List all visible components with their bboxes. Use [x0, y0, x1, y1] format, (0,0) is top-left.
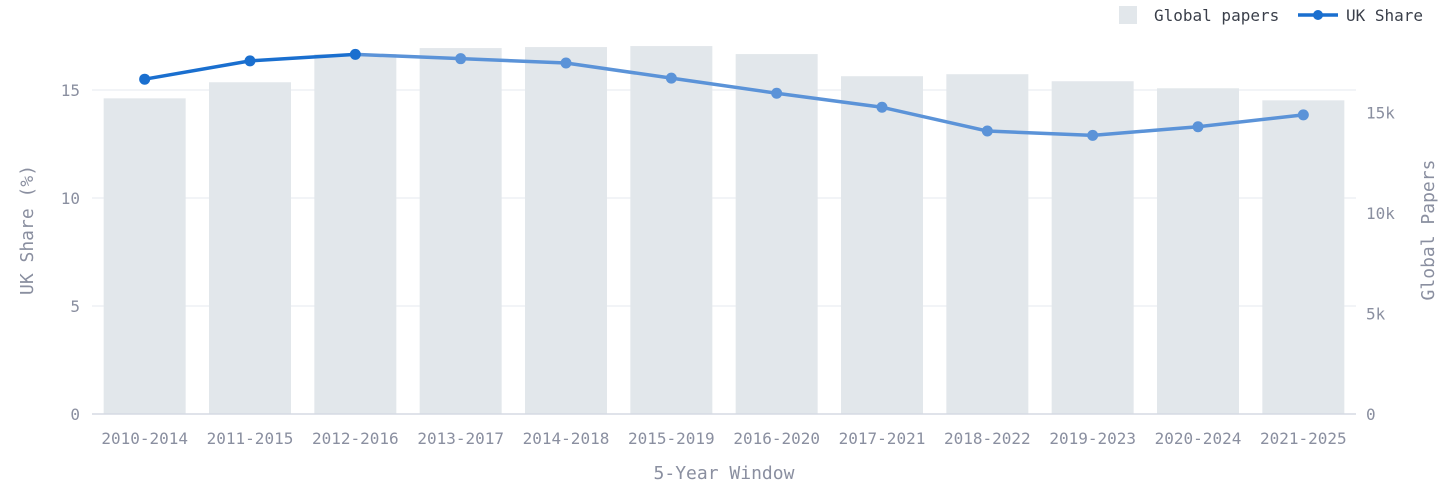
- line-segment: [985, 129, 1095, 138]
- line-point: [665, 72, 677, 84]
- line-segment: [1196, 113, 1306, 129]
- x-tick-label: 2011-2015: [207, 429, 294, 448]
- legend-swatch-global-papers: [1119, 6, 1137, 24]
- y2-tick-label: 15k: [1366, 103, 1395, 122]
- x-tick-label: 2018-2022: [944, 429, 1031, 448]
- line-segment: [669, 76, 779, 95]
- legend-label-uk-share: UK Share: [1346, 6, 1423, 25]
- bar: [1157, 88, 1239, 414]
- bar: [103, 98, 186, 415]
- x-tick-label: 2021-2025: [1260, 429, 1347, 448]
- y-axis-title: UK Share (%): [17, 165, 38, 295]
- line-segment: [1090, 124, 1200, 138]
- gridlines: [92, 89, 1356, 307]
- x-tick-label: 2017-2021: [839, 429, 926, 448]
- y2-axis-title: Global Papers: [1418, 160, 1439, 301]
- line-segment: [248, 52, 358, 63]
- line-point: [455, 53, 467, 65]
- line-point: [560, 57, 572, 69]
- legend: Global papers UK Share: [1119, 6, 1423, 25]
- y-tick-label: 0: [70, 405, 80, 424]
- line-point: [981, 125, 993, 137]
- bar: [209, 82, 291, 414]
- bar: [419, 48, 502, 414]
- line-segment: [458, 56, 568, 65]
- y-tick-label: 15: [61, 81, 80, 100]
- line-point: [771, 87, 783, 99]
- legend-label-global-papers: Global papers: [1154, 6, 1279, 25]
- x-tick-label: 2013-2017: [417, 429, 504, 448]
- line-segment: [142, 59, 252, 81]
- line-point: [1297, 109, 1309, 121]
- line-segment: [564, 61, 674, 80]
- x-tick-label: 2020-2024: [1155, 429, 1242, 448]
- line-series-uk-share: [139, 48, 1309, 141]
- line-point: [244, 55, 256, 67]
- x-tick-label: 2010-2014: [101, 429, 188, 448]
- line-point: [876, 101, 888, 113]
- bar: [314, 54, 397, 415]
- line-point: [139, 73, 151, 85]
- y2-tick-label: 10k: [1366, 204, 1395, 223]
- y-tick-label: 10: [61, 189, 80, 208]
- bar: [1262, 100, 1345, 414]
- y-tick-label: 5: [70, 297, 80, 316]
- x-tick-label: 2015-2019: [628, 429, 715, 448]
- y2-tick-label: 5k: [1366, 304, 1386, 323]
- legend-swatch-uk-share-marker: [1313, 10, 1323, 20]
- bar: [630, 46, 713, 414]
- x-axis-title: 5-Year Window: [654, 463, 795, 484]
- bar: [525, 47, 607, 415]
- bar: [841, 76, 923, 414]
- line-segment: [774, 91, 884, 110]
- axes: 0 5 10 15 0 5k 10k 15k 2010-2014 2011-2015 2012-20…: [61, 81, 1396, 448]
- line-segment: [880, 105, 990, 133]
- line-point: [349, 48, 361, 60]
- y2-tick-label: 0: [1366, 405, 1376, 424]
- x-tick-label: 2019-2023: [1049, 429, 1136, 448]
- line-point: [1192, 121, 1204, 133]
- x-tick-label: 2014-2018: [523, 429, 610, 448]
- x-tick-label: 2012-2016: [312, 429, 399, 448]
- x-tick-label: 2016-2020: [733, 429, 820, 448]
- bar: [735, 54, 818, 415]
- bar-series-global-papers: [103, 46, 1345, 415]
- line-point: [1087, 129, 1099, 141]
- line-segment: [353, 52, 463, 61]
